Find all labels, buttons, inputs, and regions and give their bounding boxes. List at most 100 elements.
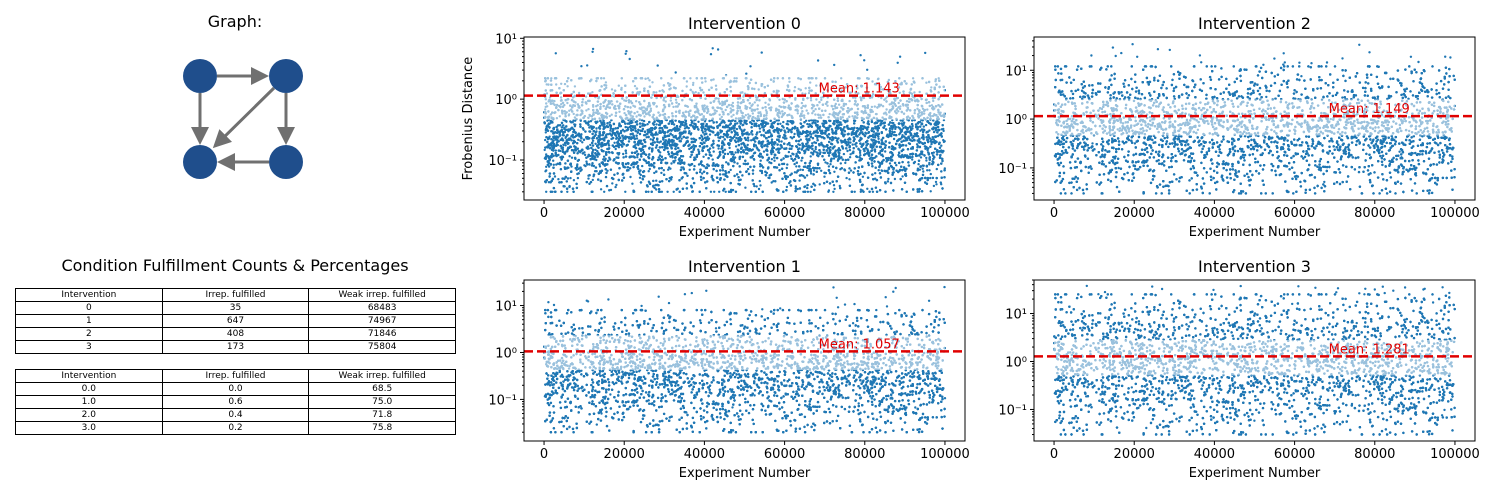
scatter-point xyxy=(662,169,665,172)
scatter-point xyxy=(745,119,748,123)
scatter-point xyxy=(877,169,880,172)
scatter-point xyxy=(757,187,761,191)
scatter-point xyxy=(609,158,612,161)
scatter-point xyxy=(797,143,800,146)
scatter-point xyxy=(572,179,576,182)
scatter-point xyxy=(818,183,821,186)
scatter-point xyxy=(806,190,810,193)
scatter-point xyxy=(545,190,548,193)
scatter-point xyxy=(942,140,946,144)
scatter-point xyxy=(599,188,603,191)
scatter-point xyxy=(849,169,853,172)
scatter-point xyxy=(709,190,713,193)
scatter-point xyxy=(829,163,832,166)
scatter-point xyxy=(717,136,720,139)
scatter-point xyxy=(603,190,606,193)
scatter-point xyxy=(548,135,551,138)
scatter-point xyxy=(848,178,851,181)
scatter-point xyxy=(722,135,725,139)
scatter-point xyxy=(922,125,925,128)
scatter-point xyxy=(848,156,852,159)
scatter-point xyxy=(874,136,877,139)
scatter-point xyxy=(665,144,669,147)
scatter-point xyxy=(645,136,648,139)
scatter-point xyxy=(605,133,608,136)
scatter-point xyxy=(770,138,774,141)
scatter-point xyxy=(928,129,931,132)
scatter-point xyxy=(638,172,641,175)
scatter-point xyxy=(665,126,669,129)
scatter-point xyxy=(693,164,696,168)
scatter-point xyxy=(545,165,548,168)
scatter-point xyxy=(813,150,816,153)
scatter-point xyxy=(914,134,918,138)
scatter-point xyxy=(874,177,877,180)
scatter-point xyxy=(660,171,663,175)
scatter-point xyxy=(940,128,943,131)
scatter-point xyxy=(595,127,598,130)
scatter-point xyxy=(609,129,612,132)
scatter-point xyxy=(801,168,805,172)
scatter-point xyxy=(859,154,862,157)
scatter-point xyxy=(837,137,840,140)
scatter-point xyxy=(661,126,664,130)
scatter-point xyxy=(606,147,609,151)
scatter-point xyxy=(635,137,639,140)
scatter-point xyxy=(855,145,858,148)
scatter-point xyxy=(573,123,576,126)
scatter-point xyxy=(828,119,831,122)
scatter-point xyxy=(935,167,938,171)
scatter-point xyxy=(883,124,886,128)
scatter-point xyxy=(687,132,691,135)
scatter-point xyxy=(629,175,632,179)
scatter-point xyxy=(921,167,924,170)
scatter-point xyxy=(839,162,842,165)
scatter-point xyxy=(867,163,870,167)
scatter-point xyxy=(576,176,580,180)
scatter-point xyxy=(670,162,673,165)
scatter-point xyxy=(762,150,766,153)
scatter-point xyxy=(873,150,877,153)
scatter-point xyxy=(702,155,705,158)
scatter-point xyxy=(798,179,801,182)
scatter-point xyxy=(809,172,813,175)
scatter-point xyxy=(655,179,658,182)
scatter-point xyxy=(651,129,654,132)
scatter-point xyxy=(594,142,597,145)
scatter-point xyxy=(547,181,551,184)
scatter-point xyxy=(634,143,637,146)
scatter-point xyxy=(917,163,920,166)
scatter-point xyxy=(654,131,658,134)
table-row: 0.0 0.0 68.5 xyxy=(15,382,456,396)
scatter-point xyxy=(653,171,656,175)
table-row: 2.0 0.4 71.8 xyxy=(15,408,456,422)
scatter-point xyxy=(755,185,758,188)
scatter-point xyxy=(805,142,808,146)
scatter-point xyxy=(660,190,664,193)
scatter-point xyxy=(911,124,914,128)
scatter-point xyxy=(926,149,929,152)
scatter-point xyxy=(767,176,770,179)
scatter-point xyxy=(589,120,593,123)
scatter-point xyxy=(881,119,884,123)
scatter-point xyxy=(646,123,649,126)
scatter-point xyxy=(671,140,675,143)
scatter-point xyxy=(778,140,781,143)
scatter-point xyxy=(597,140,601,143)
scatter-point xyxy=(911,158,914,161)
scatter-point xyxy=(901,134,904,137)
scatter-point xyxy=(608,156,611,159)
scatter-point xyxy=(847,141,850,144)
scatter-point xyxy=(552,159,555,162)
scatter-point xyxy=(809,190,812,193)
scatter-point xyxy=(544,138,547,142)
scatter-point xyxy=(892,133,896,137)
scatter-point xyxy=(693,140,697,143)
scatter-point xyxy=(898,151,901,155)
scatter-point xyxy=(832,190,835,193)
scatter-point xyxy=(583,164,586,167)
scatter-point xyxy=(770,143,774,147)
scatter-point xyxy=(590,154,594,157)
scatter-point xyxy=(746,143,749,147)
